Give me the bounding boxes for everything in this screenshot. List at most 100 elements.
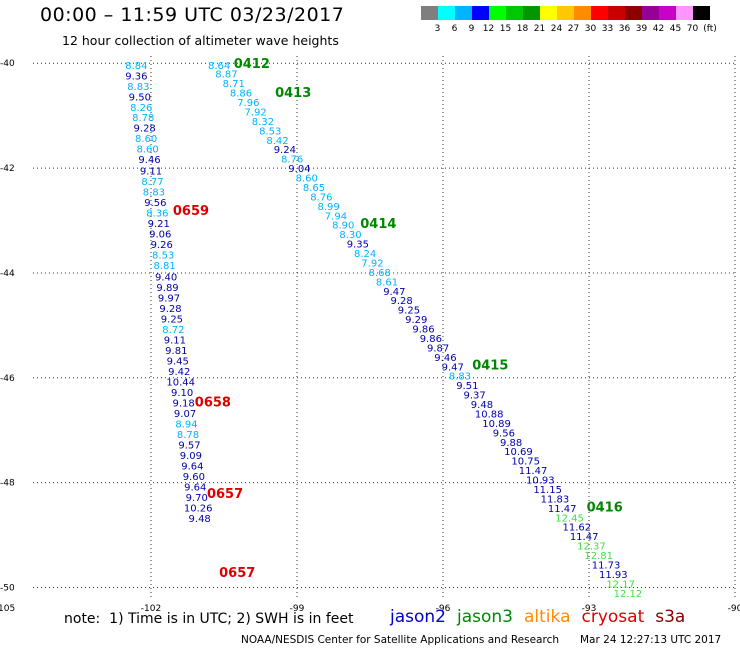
wave-height-label: 8.32 <box>252 117 274 128</box>
scale-swatch <box>557 6 574 20</box>
wave-height-label: 8.83 <box>449 372 471 383</box>
wave-height-label: 9.88 <box>500 438 522 449</box>
wave-height-label: 9.42 <box>168 367 190 378</box>
wave-height-label: 8.65 <box>303 183 325 194</box>
wave-height-label: 9.40 <box>155 273 177 284</box>
pass-time-label: 0659 <box>173 204 209 219</box>
wave-height-label: 9.46 <box>138 155 160 166</box>
wave-height-label: 11.47 <box>548 504 577 515</box>
scale-swatch <box>455 6 472 20</box>
wave-height-label: 8.26 <box>130 103 152 114</box>
wave-height-label: 8.68 <box>369 268 391 279</box>
wave-height-label: 8.24 <box>354 249 376 260</box>
scale-label: 39 <box>635 24 648 34</box>
scale-label: 6 <box>451 24 458 34</box>
wave-height-label: 9.56 <box>493 428 515 439</box>
scale-unit-label: (ft) <box>703 24 717 34</box>
wave-height-label: 9.70 <box>186 493 208 504</box>
wave-height-label: 11.83 <box>541 494 570 505</box>
satellite-legend: jason2 jason3 altika cryosat s3a <box>390 607 696 627</box>
wave-height-label: 12.45 <box>555 513 584 524</box>
wave-height-label: 9.47 <box>442 362 464 373</box>
lon-tick-label: -93 <box>582 604 597 614</box>
credit-text: NOAA/NESDIS Center for Satellite Applica… <box>241 634 559 646</box>
wave-height-label: 9.06 <box>149 230 171 241</box>
scale-label: 45 <box>669 24 682 34</box>
wave-height-label: 8.86 <box>230 89 252 100</box>
legend-altika: altika <box>524 607 571 627</box>
wave-height-label: 8.60 <box>136 145 158 156</box>
legend-jason3: jason3 <box>457 607 513 627</box>
pass-time-label: 0416 <box>587 500 623 515</box>
scale-label: 36 <box>618 24 631 34</box>
wave-height-label: 8.78 <box>177 430 199 441</box>
wave-height-label: 9.04 <box>288 164 310 175</box>
pass-time-label: 0415 <box>472 359 508 374</box>
lon-tick-label: -102 <box>141 604 161 614</box>
scale-label: 21 <box>533 24 546 34</box>
scale-swatch <box>693 6 710 20</box>
wave-height-label: 10.88 <box>475 409 504 420</box>
wave-height-label: 7.94 <box>325 211 347 222</box>
scale-swatch <box>489 6 506 20</box>
wave-height-label: 8.99 <box>318 202 340 213</box>
scale-label: 33 <box>601 24 614 34</box>
wave-height-label: 10.75 <box>511 457 540 468</box>
pass-time-label: 0412 <box>234 57 270 72</box>
wave-height-label: 10.44 <box>166 377 195 388</box>
scale-swatch <box>472 6 489 20</box>
wave-height-label: 8.76 <box>310 192 332 203</box>
wave-height-label: 11.93 <box>599 570 628 581</box>
wave-height-label: 9.24 <box>274 145 296 156</box>
wave-height-label: 8.78 <box>132 113 154 124</box>
wave-height-label: 10.93 <box>526 476 555 487</box>
wave-height-label: 9.87 <box>427 343 449 354</box>
map-subtitle: 12 hour collection of altimeter wave hei… <box>62 33 339 48</box>
wave-height-label: 8.61 <box>376 277 398 288</box>
scale-label: 12 <box>482 24 495 34</box>
lat-tick-label: -40 <box>0 59 15 69</box>
scale-label: 3 <box>434 24 441 34</box>
pass-time-label: 0414 <box>360 217 396 232</box>
scale-label: 27 <box>567 24 580 34</box>
legend-cryosat: cryosat <box>581 607 645 627</box>
wave-height-label: 10.89 <box>482 419 511 430</box>
wave-height-label: 10.69 <box>504 447 533 458</box>
wave-height-label: 8.60 <box>296 174 318 185</box>
wave-height-label: 9.86 <box>420 334 442 345</box>
wave-height-label: 9.09 <box>180 451 202 462</box>
wave-height-label: 8.90 <box>332 221 354 232</box>
wave-height-label: 9.11 <box>164 336 186 347</box>
pass-time-label: 0658 <box>195 395 231 410</box>
lat-tick-label: -48 <box>0 479 15 489</box>
wave-height-label: 8.72 <box>162 325 184 336</box>
wave-height-label: 8.30 <box>339 230 361 241</box>
scale-swatch <box>523 6 540 20</box>
wave-height-label: 9.64 <box>181 461 203 472</box>
scale-swatch <box>540 6 557 20</box>
wave-height-label: 9.81 <box>165 346 187 357</box>
wave-height-label: 9.25 <box>161 315 183 326</box>
wave-height-label: 9.18 <box>172 398 194 409</box>
wave-height-label: 9.35 <box>347 240 369 251</box>
wave-height-label: 8.36 <box>146 209 168 220</box>
wave-height-label: 10.26 <box>184 503 213 514</box>
wave-height-label: 8.53 <box>259 126 281 137</box>
scale-swatch <box>625 6 642 20</box>
scale-label: 24 <box>550 24 563 34</box>
wave-height-label: 12.37 <box>577 542 606 553</box>
wave-height-label: 9.10 <box>171 388 193 399</box>
wave-height-label: 8.87 <box>215 70 237 81</box>
wave-height-label: 9.11 <box>140 167 162 178</box>
wave-height-label: 9.97 <box>158 294 180 305</box>
wave-height-label: 8.60 <box>135 134 157 145</box>
wave-height-label: 9.48 <box>471 400 493 411</box>
wave-height-label: 9.46 <box>434 353 456 364</box>
wave-height-label: 8.94 <box>175 419 197 430</box>
wave-height-label: 9.36 <box>125 71 147 82</box>
wave-height-label: 8.53 <box>152 251 174 262</box>
wave-height-label: 9.47 <box>383 287 405 298</box>
pass-time-label: 0657 <box>207 487 243 502</box>
wave-height-label: 7.96 <box>237 98 259 109</box>
